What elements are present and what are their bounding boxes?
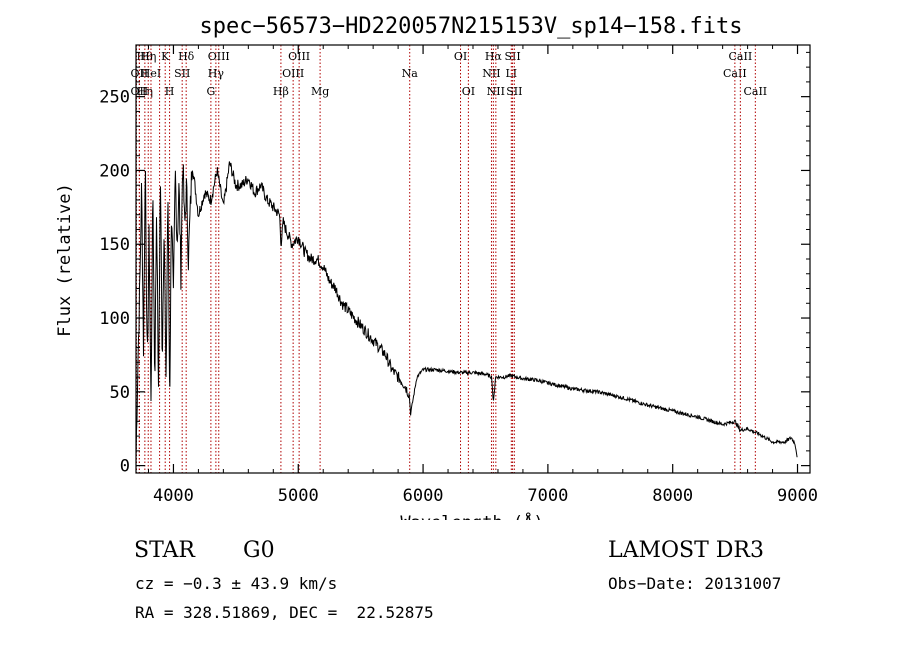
spectral-line-label: SII: [504, 50, 520, 63]
x-tick-label: 5000: [278, 486, 319, 506]
spectral-line-label: Hδ: [178, 50, 195, 63]
spectral-line-label: OIII: [288, 50, 310, 63]
spectral-line-label: HeI: [141, 67, 161, 80]
spectral-line-label: OIII: [208, 50, 230, 63]
spectral-line-label: CaII: [743, 85, 767, 98]
x-tick-label: 7000: [527, 486, 568, 506]
spectral-line-label: OIII: [282, 67, 304, 80]
spectral-line-label: OI: [454, 50, 467, 63]
spectral-line-label: H: [165, 85, 175, 98]
spectral-line-label: Hγ: [208, 67, 225, 80]
plot-frame: [135, 44, 811, 474]
spectral-line-label: OII: [131, 85, 149, 98]
spectral-line-label: Hα: [485, 50, 503, 63]
spectral-line-label: G: [206, 85, 215, 98]
chart-title: spec−56573−HD220057N215153V_sp14−158.fit…: [199, 14, 742, 39]
y-tick-label: 50: [110, 383, 130, 403]
coordinates-text: RA = 328.51869, DEC = 22.52875: [135, 603, 434, 622]
obs-date-text: Obs−Date: 20131007: [608, 574, 782, 593]
y-tick-label: 250: [99, 88, 130, 108]
x-axis: 4000 5000 6000 7000 8000 9000: [147, 45, 818, 506]
spectral-line-label: K: [161, 50, 170, 63]
y-tick-label: 0: [120, 457, 130, 477]
y-tick-label: 150: [99, 235, 130, 255]
spectral-line-label: SII: [506, 85, 522, 98]
x-tick-label: 9000: [777, 486, 818, 506]
spectral-line-label: LI: [505, 67, 517, 80]
survey-label: LAMOST DR3: [608, 538, 764, 563]
spectral-line-label: Hη: [140, 50, 156, 63]
spectral-line-label: Mg: [311, 85, 329, 98]
y-tick-label: 100: [99, 309, 130, 329]
subclass: G0: [243, 538, 275, 563]
x-axis-label: Wavelength (Å): [400, 511, 543, 520]
x-tick-label: 6000: [403, 486, 444, 506]
spectral-line-label: CaII: [729, 50, 753, 63]
object-class: STAR: [134, 538, 195, 563]
spectral-line-label: Hβ: [273, 85, 289, 98]
spectral-line-label: Na: [402, 67, 419, 80]
y-tick-label: 200: [99, 161, 130, 181]
flux-series-line: [135, 161, 798, 459]
spectral-line-label: NII: [482, 67, 500, 80]
y-axis: 0 50 100 150 200 250: [99, 51, 810, 477]
spectral-line-label: OI: [462, 85, 475, 98]
spectral-line-label: SII: [174, 67, 190, 80]
spectral-line-markers: HθOIIOIIHηHηHeIKHSIIHδGHγOIIIHβOIIIOIIIM…: [131, 45, 767, 473]
y-axis-label: Flux (relative): [55, 183, 75, 337]
x-tick-label: 4000: [153, 486, 194, 506]
redshift-text: cz = −0.3 ± 43.9 km/s: [135, 574, 338, 593]
spectral-line-label: CaII: [723, 67, 747, 80]
spectrum-chart: spec−56573−HD220057N215153V_sp14−158.fit…: [55, 14, 818, 520]
spectral-line-label: NII: [487, 85, 505, 98]
spectral-line-label: Hη: [137, 85, 153, 98]
x-tick-label: 8000: [652, 486, 693, 506]
